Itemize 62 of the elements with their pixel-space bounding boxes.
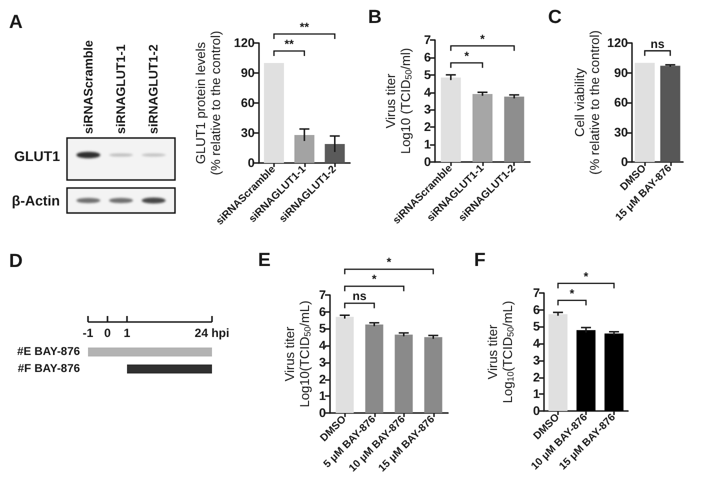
category-label: β-Actin (12, 192, 60, 208)
category-label: siRNAScramble (81, 40, 96, 134)
annotation: * (570, 286, 575, 300)
category-label: GLUT1 (14, 148, 60, 164)
y-tick-label: 5 (533, 320, 540, 334)
text: D (9, 251, 23, 272)
y-tick-label: 2 (424, 120, 432, 134)
annotation: ** (284, 37, 294, 51)
y-tick-label: 90 (614, 66, 628, 80)
y-tick-label: 6 (319, 304, 326, 319)
y-tick-label: 4 (424, 85, 432, 100)
y-tick-label: 5 (424, 68, 432, 82)
category-label: siRNAGLUT1-1 (114, 44, 128, 134)
y-tick-label: 1 (319, 389, 326, 404)
category-label: #E BAY-876 (17, 346, 80, 358)
y-tick-label: 7 (424, 33, 432, 47)
annotation: ns (650, 36, 665, 51)
annotation: * (480, 32, 486, 46)
text: * (584, 269, 589, 284)
y-tick-label: 0 (248, 156, 255, 170)
annotation: * (464, 48, 470, 63)
y-tick-label: 120 (607, 36, 628, 50)
chart-title: B (368, 7, 382, 28)
chart-title: E (258, 250, 271, 271)
y-tick-label: 120 (234, 36, 255, 50)
category-label: siRNAGLUT1-2 (146, 44, 161, 134)
y-tick-label: 2 (319, 372, 326, 386)
text: -1 (82, 326, 94, 340)
y-tick-label: 3 (424, 102, 432, 117)
text: 1 (124, 326, 131, 340)
y-tick-label: 1 (533, 387, 540, 402)
category-label: #F BAY-876 (18, 363, 80, 375)
y-tick-label: 60 (614, 96, 628, 110)
y-tick-label: 6 (533, 302, 540, 317)
text: ** (300, 20, 310, 34)
y-tick-label: 1 (424, 138, 432, 152)
text: 0 (104, 326, 112, 340)
y-tick-label: 5 (319, 322, 326, 336)
y-tick-label: 4 (533, 336, 540, 351)
y-tick-label: 0 (424, 155, 432, 169)
y-tick-label: 90 (240, 66, 255, 80)
text: A (9, 12, 23, 33)
y-tick-label: 60 (240, 96, 255, 110)
chart-title: C (548, 7, 562, 28)
y-tick-label: 0 (533, 404, 540, 418)
y-tick-label: 4 (319, 338, 326, 353)
y-tick-label: 0 (319, 406, 326, 420)
annotation: ns (352, 289, 367, 304)
y-tick-label: 7 (319, 288, 326, 302)
y-axis-title: Cell viability (% relative to the control) (572, 30, 602, 175)
y-tick-label: 7 (533, 286, 540, 300)
y-tick-label: 3 (533, 353, 540, 368)
text: * (386, 255, 392, 270)
y-tick-label: 3 (319, 355, 326, 370)
y-tick-label: 2 (533, 370, 540, 384)
y-tick-label: 0 (621, 155, 628, 169)
y-tick-label: 30 (240, 126, 255, 140)
y-tick-label: 6 (424, 50, 432, 64)
text: * (372, 272, 377, 286)
text: 24 hpi (194, 326, 230, 340)
y-tick-label: 30 (614, 125, 628, 140)
chart-title: F (474, 250, 486, 271)
